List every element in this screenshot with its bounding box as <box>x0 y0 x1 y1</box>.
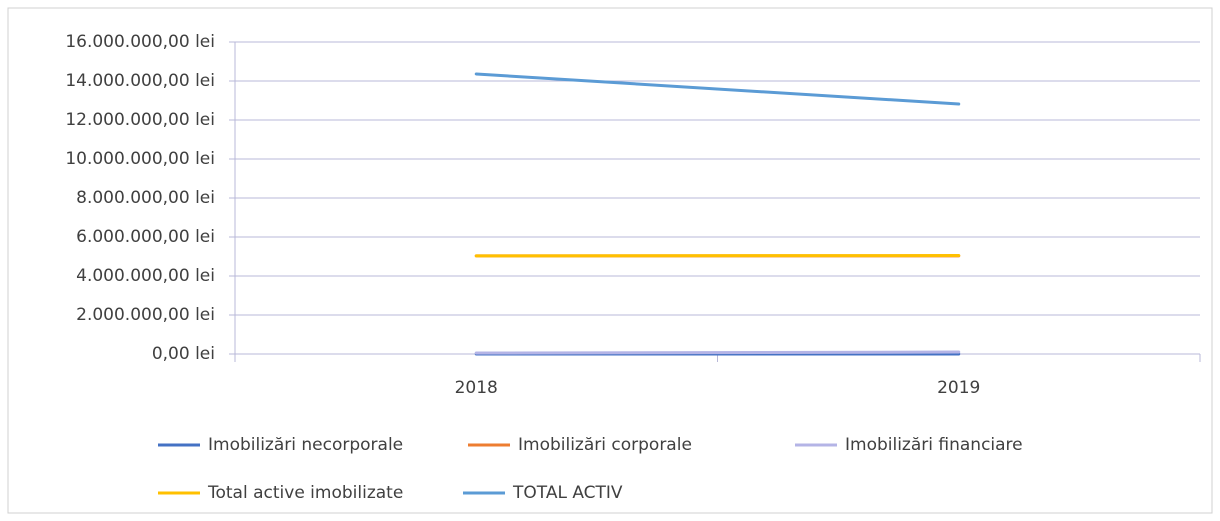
x-tick-label: 2019 <box>937 378 980 398</box>
y-tick-label: 12.000.000,00 lei <box>65 110 215 130</box>
legend-label: Imobilizări financiare <box>845 435 1023 455</box>
x-tick-label: 2018 <box>455 378 498 398</box>
series-line <box>474 72 961 106</box>
y-tick-label: 14.000.000,00 lei <box>65 71 215 91</box>
chart-border <box>7 7 1213 514</box>
legend-label: Imobilizări necorporale <box>208 435 403 455</box>
series-line <box>474 350 961 355</box>
y-tick-label: 4.000.000,00 lei <box>76 266 215 286</box>
legend-label: TOTAL ACTIV <box>512 483 623 503</box>
y-tick-label: 16.000.000,00 lei <box>65 32 215 52</box>
legend-label: Total active imobilizate <box>207 483 403 503</box>
y-tick-label: 2.000.000,00 lei <box>76 305 215 325</box>
y-tick-label: 10.000.000,00 lei <box>65 149 215 169</box>
y-tick-label: 6.000.000,00 lei <box>76 227 215 247</box>
y-tick-label: 8.000.000,00 lei <box>76 188 215 208</box>
y-tick-label: 0,00 lei <box>152 344 215 364</box>
legend-label: Imobilizări corporale <box>518 435 692 455</box>
